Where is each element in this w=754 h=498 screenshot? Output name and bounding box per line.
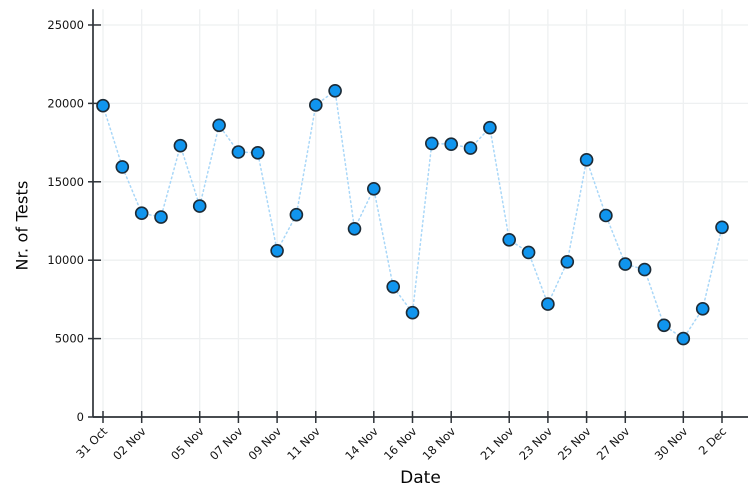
x-tick-label: 2 Dec [696, 424, 729, 457]
data-point [173, 138, 188, 153]
x-tick-label: 27 Nov [594, 424, 633, 463]
data-point [444, 137, 459, 151]
data-point [386, 279, 401, 294]
x-tick-label: 02 Nov [110, 424, 149, 463]
data-point [695, 301, 710, 316]
data-point [618, 257, 633, 271]
data-point [115, 160, 130, 174]
data-point [599, 208, 613, 223]
data-points [96, 84, 729, 346]
x-tick-label: 21 Nov [478, 424, 517, 463]
x-tick-label: 14 Nov [342, 424, 381, 463]
x-tick-label: 18 Nov [420, 424, 459, 463]
data-point [541, 297, 555, 311]
data-point [328, 84, 342, 98]
data-point [366, 182, 381, 196]
data-point [676, 331, 691, 346]
data-point [308, 98, 323, 112]
data-point [637, 262, 652, 277]
tick-marks [88, 24, 723, 423]
data-point [250, 146, 265, 160]
x-tick-label: 09 Nov [246, 424, 285, 463]
gridlines [93, 9, 748, 418]
x-tick-label: 05 Nov [168, 424, 207, 463]
x-tick-label: 07 Nov [207, 424, 246, 463]
data-point [502, 233, 517, 247]
data-point [212, 118, 226, 133]
data-line [102, 89, 723, 340]
y-tick-label: 25000 [47, 18, 84, 32]
data-point [521, 245, 536, 260]
y-tick-label: 0 [77, 410, 84, 424]
x-tick-label: 23 Nov [516, 424, 555, 463]
x-tick-label: 31 Oct [73, 424, 110, 461]
x-tick-label: 30 Nov [652, 424, 691, 463]
x-tick-label: 11 Nov [284, 424, 323, 463]
y-tick-label: 20000 [47, 96, 84, 110]
data-point [483, 120, 497, 135]
data-point [424, 136, 439, 151]
data-point [96, 98, 110, 113]
x-axis-label: Date [400, 468, 441, 488]
y-tick-label: 10000 [47, 253, 84, 267]
data-point [134, 206, 149, 220]
x-tick-label: 25 Nov [555, 424, 594, 463]
data-point [715, 220, 729, 235]
y-tick-label: 5000 [55, 332, 84, 346]
data-point [405, 305, 420, 320]
data-point [560, 254, 575, 269]
data-point [579, 153, 594, 167]
data-point [289, 207, 304, 222]
y-tick-label: 15000 [47, 175, 84, 189]
data-point [231, 145, 246, 159]
data-point [192, 199, 207, 213]
x-tick-label: 16 Nov [381, 424, 420, 463]
y-axis-label: Nr. of Tests [12, 180, 32, 271]
data-point [154, 210, 168, 224]
data-point [347, 222, 362, 236]
tick-labels: 0 5000 10000 15000 20000 25000 31 Oct 02 Nov 05 … [47, 18, 729, 463]
axes [92, 9, 748, 418]
data-point [270, 244, 284, 258]
data-point [463, 141, 478, 155]
data-point [657, 318, 671, 333]
